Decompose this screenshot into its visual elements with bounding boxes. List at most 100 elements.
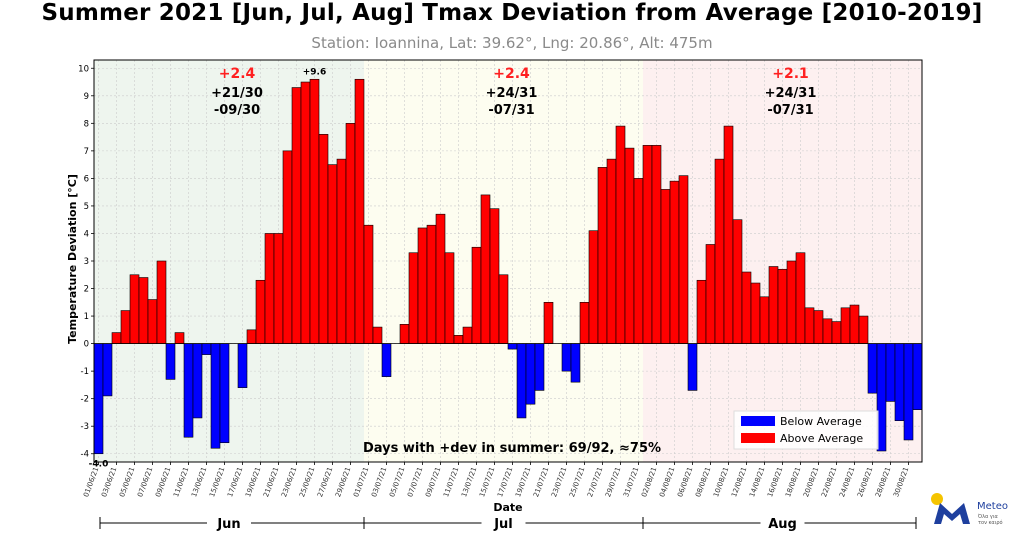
x-tick-label: 26/08/21 (856, 466, 874, 498)
x-tick-label: 16/08/21 (766, 466, 784, 498)
bar (840, 307, 851, 344)
y-tick-label: 6 (84, 174, 89, 184)
bar (867, 343, 878, 394)
bar (804, 307, 815, 344)
logo-tagline-1: Όλα για (977, 513, 999, 520)
bar (471, 246, 482, 344)
x-tick-label: 22/08/21 (820, 466, 838, 498)
bar (759, 296, 770, 344)
y-tick-label: 9 (84, 92, 89, 102)
bar (768, 266, 779, 344)
x-tick-label: 03/06/21 (100, 466, 118, 498)
legend-swatch-above (741, 433, 775, 443)
bar (615, 125, 626, 344)
x-tick-label: 07/07/21 (406, 466, 424, 498)
bar (345, 123, 356, 344)
x-tick-label: 06/08/21 (676, 466, 694, 498)
bar (507, 343, 518, 350)
bar (129, 274, 140, 344)
bar (687, 343, 698, 391)
bar (678, 175, 689, 344)
bar (462, 326, 473, 344)
x-tick-label: 01/06/21 (82, 466, 100, 498)
x-tick-label: 17/07/21 (496, 466, 514, 498)
x-tick-label: 12/08/21 (730, 466, 748, 498)
bar (246, 329, 257, 344)
bar (291, 87, 302, 344)
bar (786, 260, 797, 344)
bar (309, 78, 320, 344)
x-tick-label: 10/08/21 (712, 466, 730, 498)
legend-label-below: Below Average (780, 415, 862, 428)
bar (579, 302, 590, 344)
bar (642, 145, 653, 344)
bars-layer (93, 78, 923, 455)
month-axis-label: Jul (493, 517, 513, 532)
bar (660, 189, 671, 344)
bar (588, 230, 599, 344)
month-above-count: +24/31 (765, 86, 817, 101)
x-tick-label: 05/06/21 (118, 466, 136, 498)
month-mean-deviation: +2.4 (493, 66, 530, 82)
x-tick-label: 11/06/21 (172, 466, 190, 498)
x-tick-label: 29/07/21 (604, 466, 622, 498)
bar (903, 343, 914, 441)
bar (516, 343, 527, 419)
bar (714, 158, 725, 344)
bar (822, 318, 833, 344)
y-tick-label: 1 (84, 312, 89, 322)
bar (300, 81, 311, 344)
bar (777, 268, 788, 344)
bar (606, 158, 617, 344)
bar (381, 343, 392, 377)
x-tick-label: 13/07/21 (460, 466, 478, 498)
month-below-count: -07/31 (767, 103, 813, 118)
bar (192, 343, 203, 419)
bar (651, 145, 662, 344)
bar (363, 224, 374, 344)
max-value-label: +9.6 (303, 67, 326, 77)
bar (624, 147, 635, 344)
x-tick-label: 01/07/21 (352, 466, 370, 498)
y-tick-label: 0 (84, 340, 89, 350)
month-above-count: +24/31 (486, 86, 538, 101)
x-tick-label: 15/07/21 (478, 466, 496, 498)
bar (156, 260, 167, 344)
bar (282, 150, 293, 344)
bar (273, 233, 284, 344)
bar (561, 343, 572, 372)
month-mean-deviation: +2.4 (219, 66, 256, 82)
bar (831, 321, 842, 344)
bar (399, 324, 410, 344)
bar (696, 279, 707, 344)
bar (138, 277, 149, 344)
bar (327, 164, 338, 344)
logo-tagline-2: τον καιρό (978, 519, 1003, 526)
legend-swatch-below (741, 416, 775, 426)
min-value-label: -4.0 (89, 460, 109, 470)
bar (498, 274, 509, 344)
month-axis-label-bg (207, 514, 251, 532)
y-tick-label: 2 (84, 285, 89, 295)
bar (210, 343, 221, 449)
month-below-count: -09/30 (214, 103, 260, 118)
x-tick-label: 23/07/21 (550, 466, 568, 498)
y-axis-label: Temperature Deviation [°C] (66, 174, 79, 344)
x-tick-label: 04/08/21 (658, 466, 676, 498)
x-tick-label: 08/08/21 (694, 466, 712, 498)
bar (597, 167, 608, 344)
month-below-count: -07/31 (488, 103, 534, 118)
bar (633, 178, 644, 344)
bar (165, 343, 176, 380)
bar (894, 343, 905, 421)
x-tick-label: 11/07/21 (442, 466, 460, 498)
x-tick-label: 28/08/21 (874, 466, 892, 498)
bar (336, 158, 347, 344)
bar (705, 244, 716, 344)
x-tick-label: 25/07/21 (568, 466, 586, 498)
month-axis-label-bg (760, 514, 805, 532)
bar (813, 310, 824, 344)
y-tick-label: 5 (84, 202, 89, 212)
bar (444, 252, 455, 344)
x-tick-label: 24/08/21 (838, 466, 856, 498)
